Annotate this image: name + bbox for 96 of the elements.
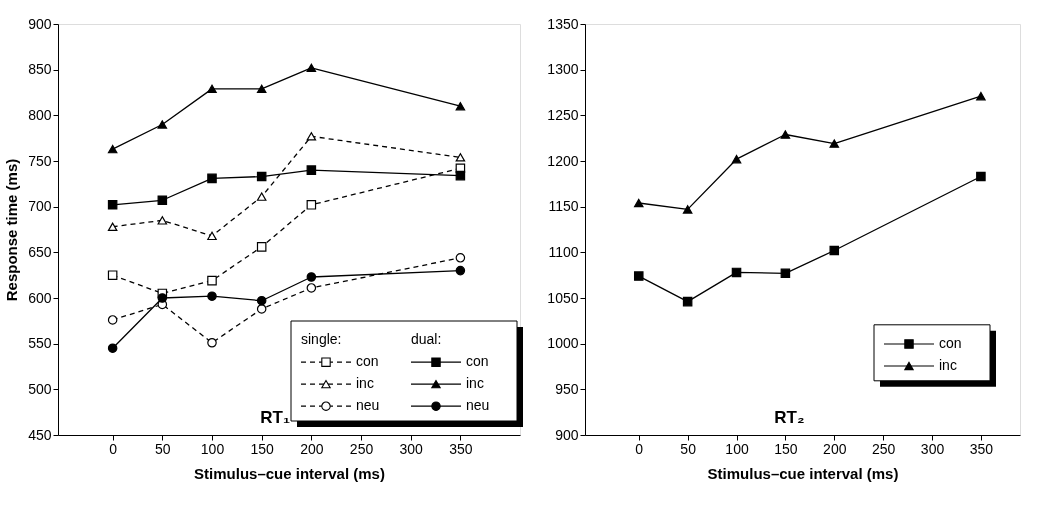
point [633,271,644,281]
legend-label: inc [356,375,374,392]
point [256,171,267,182]
legend-label: neu [356,397,380,414]
point [306,283,317,293]
point [976,91,986,101]
point [780,268,791,279]
y-tick-label: 1200 [547,152,579,169]
point [207,337,217,348]
y-tick-label: 900 [28,15,52,32]
y-tick-label: 1250 [547,106,579,123]
point [976,171,986,182]
legend-label: con [939,335,962,351]
y-tick-label: 600 [28,289,52,306]
y-tick-label: 500 [28,380,52,397]
annotation: RT₁ [260,408,290,427]
y-tick-label: 800 [28,106,52,123]
point [256,192,267,201]
y-tick-label: 650 [28,243,52,260]
legend-label: inc [939,357,957,373]
point [306,132,317,141]
x-tick-label: 50 [155,440,171,457]
x-tick-label: 250 [349,440,374,457]
point [107,315,118,325]
point [207,291,217,301]
point [207,84,217,94]
point [829,139,840,148]
point [107,144,118,154]
point [256,295,267,306]
point [682,205,693,214]
y-axis-title: Response time (ms) [3,158,21,302]
point [306,165,317,175]
y-tick-label: 900 [555,426,579,443]
x-tick-label: 50 [680,440,697,457]
point [731,154,742,164]
x-tick-label: 0 [109,440,118,457]
point [682,296,693,307]
point [107,343,118,354]
y-tick-label: 1350 [547,15,579,32]
x-tick-label: 300 [399,440,424,457]
annotation: single: [301,331,342,348]
legend-label: neu [466,397,490,414]
x-tick-label: 150 [774,440,798,457]
y-tick-label: 550 [28,335,52,352]
annotation: RT₂ [774,408,805,427]
point [829,245,840,256]
y-tick-label: 1050 [547,289,579,306]
point [455,253,466,263]
y-tick-label: 1150 [548,198,579,215]
point [455,101,466,111]
point [207,231,217,241]
y-tick-label: 700 [28,198,52,215]
point [455,265,466,276]
x-tick-label: 200 [823,440,847,457]
legend-label: con [356,353,379,370]
x-tick-label: 350 [449,440,473,457]
point [207,275,217,286]
legend-label: con [466,353,489,370]
x-axis-title: Stimulus–cue interval (ms) [194,464,385,482]
point [780,130,791,139]
point [455,153,466,162]
point [157,293,168,303]
point [633,198,644,208]
point [306,200,317,210]
point [107,222,118,231]
point [256,84,267,94]
y-tick-label: 850 [28,61,52,78]
y-tick-label: 450 [28,426,52,443]
y-tick-label: 1300 [547,61,579,78]
y-tick-label: 1100 [548,243,579,260]
x-tick-label: 100 [725,440,749,457]
x-axis-title: Stimulus–cue interval (ms) [707,464,899,482]
point [207,173,217,184]
point [157,216,168,225]
x-tick-label: 250 [871,440,896,457]
point [455,170,466,181]
point [107,200,118,210]
x-tick-label: 100 [200,440,225,457]
x-tick-label: 0 [635,440,644,457]
point [306,63,317,73]
y-tick-label: 950 [555,380,579,397]
x-tick-label: 300 [920,440,945,457]
point [306,272,317,282]
point [256,304,267,314]
point [107,270,118,280]
legend-label: inc [466,375,484,392]
point [256,242,267,252]
annotation: dual: [411,331,442,348]
point [157,120,168,129]
point [157,195,168,206]
x-tick-label: 350 [969,440,994,457]
y-tick-label: 1000 [547,335,579,352]
x-tick-label: 150 [250,440,275,457]
y-tick-label: 750 [28,152,52,169]
x-tick-label: 200 [300,440,324,457]
point [731,267,742,278]
